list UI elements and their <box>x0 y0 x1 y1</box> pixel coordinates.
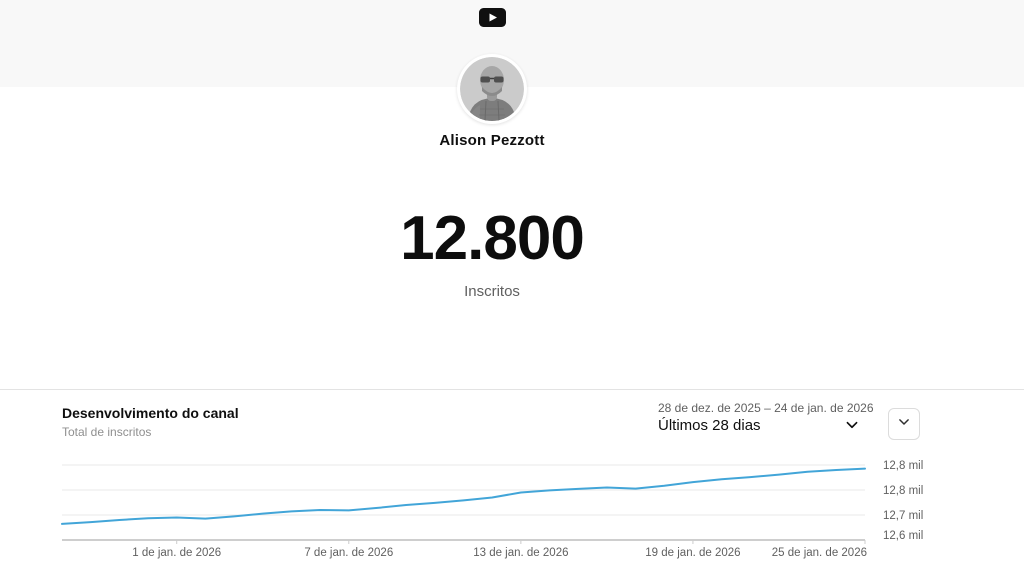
period-label: Últimos 28 dias <box>658 417 761 434</box>
svg-text:7 de jan. de 2026: 7 de jan. de 2026 <box>304 547 393 559</box>
date-range-selector[interactable]: 28 de dez. de 2025 – 24 de jan. de 2026 … <box>658 401 874 435</box>
panel-title: Desenvolvimento do canal <box>62 405 239 421</box>
chevron-down-icon <box>842 415 862 435</box>
panel-subtitle: Total de inscritos <box>62 425 152 439</box>
channel-name: Alison Pezzott <box>439 132 545 149</box>
youtube-logo-icon <box>479 8 506 27</box>
avatar <box>457 54 527 124</box>
expand-panel-button[interactable] <box>888 408 920 440</box>
chevron-down-icon <box>895 413 913 436</box>
svg-text:12,8 mil: 12,8 mil <box>883 485 923 497</box>
svg-text:19 de jan. de 2026: 19 de jan. de 2026 <box>645 547 740 559</box>
subscriber-label: Inscritos <box>464 283 520 300</box>
svg-text:1 de jan. de 2026: 1 de jan. de 2026 <box>132 547 221 559</box>
svg-text:13 de jan. de 2026: 13 de jan. de 2026 <box>473 547 568 559</box>
subscriber-count: 12.800 <box>400 204 585 273</box>
subscriber-line-chart[interactable]: 12,8 mil 12,8 mil 12,7 mil 12,6 mil 1 de jan… <box>0 440 1024 582</box>
section-divider <box>0 389 1024 390</box>
svg-text:12,8 mil: 12,8 mil <box>883 460 923 472</box>
svg-text:12,7 mil: 12,7 mil <box>883 510 923 522</box>
svg-text:12,6 mil: 12,6 mil <box>883 530 923 542</box>
svg-text:25 de jan. de 2026: 25 de jan. de 2026 <box>772 547 867 559</box>
date-range-text: 28 de dez. de 2025 – 24 de jan. de 2026 <box>658 401 874 415</box>
